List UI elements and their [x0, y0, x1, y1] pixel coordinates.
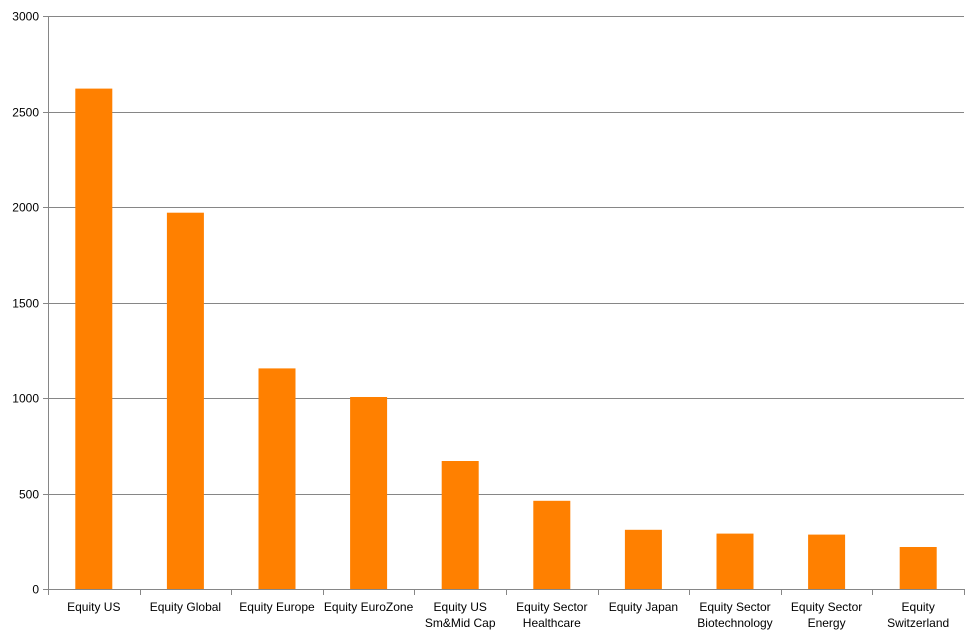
y-tick-label: 500 — [19, 488, 39, 502]
x-category-label: Equity EuroZone — [324, 600, 414, 614]
x-category-label: Equity US — [67, 600, 120, 614]
bar-5 — [533, 500, 571, 589]
bar-3 — [350, 397, 388, 589]
y-axis-tick-labels: 0 500 1000 1500 2000 2500 3000 — [12, 10, 39, 597]
y-tick-label: 3000 — [12, 10, 39, 24]
bar-8 — [808, 534, 846, 589]
x-category-label: Equity Sector Healthcare — [516, 600, 587, 630]
y-tick-label: 1500 — [12, 297, 39, 311]
bars — [75, 88, 937, 589]
bar-0 — [75, 88, 113, 589]
y-tick-label: 2000 — [12, 201, 39, 215]
x-category-label: Equity US Sm&Mid Cap — [425, 600, 496, 630]
x-category-label: Equity Sector Energy — [791, 600, 862, 630]
x-category-label: Equity Sector Biotechnology — [697, 600, 772, 630]
y-tick-label: 0 — [32, 583, 39, 597]
y-tick-label: 2500 — [12, 106, 39, 120]
y-tick-label: 1000 — [12, 392, 39, 406]
x-axis-category-labels: Equity US Equity Global Equity Europe Equit… — [67, 600, 949, 630]
x-category-label: Equity Europe — [239, 600, 315, 614]
bar-2 — [258, 368, 296, 589]
x-category-label: Equity Japan — [609, 600, 678, 614]
bar-9 — [899, 547, 937, 589]
axes — [43, 16, 965, 595]
bar-7 — [716, 533, 754, 589]
x-category-label: Equity Global — [150, 600, 221, 614]
bar-6 — [624, 529, 662, 589]
bar-4 — [441, 461, 479, 589]
x-category-label: Equity Switzerland — [887, 600, 949, 630]
bar-1 — [166, 212, 204, 589]
